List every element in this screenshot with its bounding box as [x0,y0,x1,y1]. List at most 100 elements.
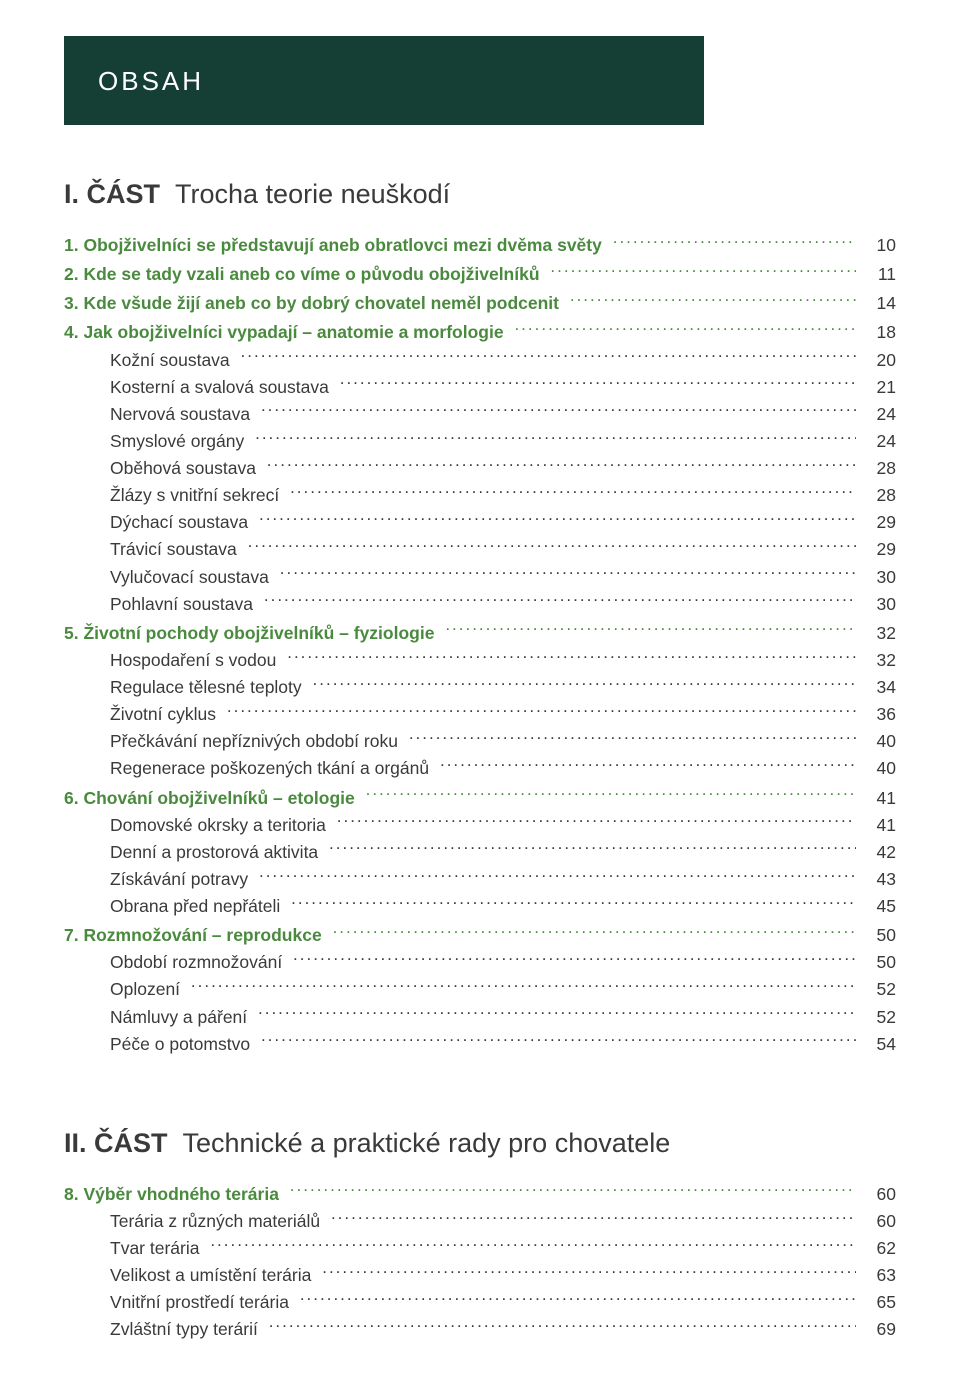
toc-subsection-row[interactable]: Trávicí soustava 29 [64,536,896,563]
toc-section-label: 5. Životní pochody obojživelníků – fyzio… [64,620,439,647]
toc-subsection-row[interactable]: Terária z různých materiálů 60 [64,1208,896,1235]
toc-subsection-row[interactable]: Hospodaření s vodou 32 [64,647,896,674]
toc-subsection-row[interactable]: Péče o potomstvo 54 [64,1031,896,1058]
toc-page-number: 52 [862,1004,896,1031]
toc-subsection-label: Oplození [110,976,185,1003]
toc-section-row[interactable]: 6. Chování obojživelníků – etologie 41 [64,785,896,812]
toc-page-number: 28 [862,482,896,509]
toc-page-number: 11 [862,261,896,288]
toc-subsection-row[interactable]: Přečkávání nepříznivých období roku 40 [64,728,896,755]
toc-subsection-row[interactable]: Velikost a umístění terária 63 [64,1262,896,1289]
toc-page-number: 60 [862,1208,896,1235]
toc-subsection-row[interactable]: Regulace tělesné teploty 34 [64,674,896,701]
toc-subsection-label: Přečkávání nepříznivých období roku [110,728,403,755]
toc-subsection-label: Domovské okrsky a teritoria [110,812,331,839]
toc-leader [261,402,856,420]
toc-subsection-row[interactable]: Dýchací soustava 29 [64,509,896,536]
toc-page-number: 24 [862,428,896,455]
toc-subsection-row[interactable]: Období rozmnožování 50 [64,949,896,976]
toc-subsection-label: Obrana před nepřáteli [110,893,285,920]
part-title: Trocha teorie neuškodí [160,179,450,209]
toc-subsection-row[interactable]: Nervová soustava 24 [64,401,896,428]
toc-page-number: 28 [862,455,896,482]
toc-subsection-row[interactable]: Kožní soustava 20 [64,347,896,374]
toc-page-number: 69 [862,1316,896,1343]
toc-subsection-row[interactable]: Námluvy a páření 52 [64,1004,896,1031]
toc-subsection-row[interactable]: Domovské okrsky a teritoria 41 [64,812,896,839]
toc-subsection-row[interactable]: Vnitřní prostředí terária 65 [64,1289,896,1316]
toc-subsection-row[interactable]: Regenerace poškozených tkání a orgánů 40 [64,755,896,782]
toc-leader [269,1318,856,1336]
toc-section-row[interactable]: 8. Výběr vhodného terária 60 [64,1181,896,1208]
toc-page-number: 40 [862,728,896,755]
toc-subsection-row[interactable]: Zvláštní typy terárií 69 [64,1316,896,1343]
toc-subsection-label: Smyslové orgány [110,428,249,455]
toc-section-label: 1. Obojživelníci se představují aneb obr… [64,232,607,259]
toc-subsection-row[interactable]: Žlázy s vnitřní sekrecí 28 [64,482,896,509]
toc-section-label: 7. Rozmnožování – reprodukce [64,922,327,949]
toc-subsection-label: Terária z různých materiálů [110,1208,325,1235]
toc-leader [267,457,856,475]
toc-subsection-row[interactable]: Tvar terária 62 [64,1235,896,1262]
toc-subsection-label: Kožní soustava [110,347,235,374]
toc-leader [259,511,856,529]
toc-page-number: 65 [862,1289,896,1316]
toc-section-row[interactable]: 2. Kde se tady vzali aneb co víme o půvo… [64,261,896,288]
toc-subsection-row[interactable]: Oběhová soustava 28 [64,455,896,482]
toc-leader [191,978,856,996]
toc-page-number: 29 [862,536,896,563]
toc-page-number: 41 [862,812,896,839]
toc-leader [227,703,856,721]
toc-subsection-row[interactable]: Životní cyklus 36 [64,701,896,728]
toc-subsection-row[interactable]: Pohlavní soustava 30 [64,591,896,618]
toc-subsection-row[interactable]: Denní a prostorová aktivita 42 [64,839,896,866]
toc-page-number: 42 [862,839,896,866]
toc-page-number: 50 [862,949,896,976]
toc-leader [291,895,856,913]
toc-subsection-row[interactable]: Smyslové orgány 24 [64,428,896,455]
toc-leader [322,1264,856,1282]
toc-page-number: 62 [862,1235,896,1262]
toc-page-number: 32 [862,647,896,674]
toc-page-number: 40 [862,755,896,782]
toc-subsection-row[interactable]: Kosterní a svalová soustava 21 [64,374,896,401]
toc-leader [300,1291,856,1309]
toc-leader [241,348,856,366]
toc-page-number: 10 [862,232,896,259]
toc-leader [331,1209,856,1227]
toc-page-number: 24 [862,401,896,428]
toc-page-number: 29 [862,509,896,536]
toc-page-number: 41 [862,785,896,812]
toc-subsection-row[interactable]: Vylučovací soustava 30 [64,564,896,591]
toc-subsection-label: Dýchací soustava [110,509,253,536]
toc-subsection-label: Oběhová soustava [110,455,261,482]
toc-subsection-row[interactable]: Obrana před nepřáteli 45 [64,893,896,920]
toc-leader [287,648,856,666]
toc-subsection-label: Hospodaření s vodou [110,647,281,674]
toc-leader [290,1182,856,1200]
toc-section-row[interactable]: 7. Rozmnožování – reprodukce 50 [64,922,896,949]
toc-section-row[interactable]: 4. Jak obojživelníci vypadají – anatomie… [64,319,896,346]
toc-section-row[interactable]: 5. Životní pochody obojživelníků – fyzio… [64,620,896,647]
toc-subsection-label: Regenerace poškozených tkání a orgánů [110,755,434,782]
toc-subsection-label: Vnitřní prostředí terária [110,1289,294,1316]
toc-subsection-label: Velikost a umístění terária [110,1262,316,1289]
toc-page-number: 52 [862,976,896,1003]
toc-leader [255,429,856,447]
toc-section-row[interactable]: 1. Obojživelníci se představují aneb obr… [64,232,896,259]
toc-subsection-row[interactable]: Oplození 52 [64,976,896,1003]
toc-leader [261,1032,856,1050]
toc-page-number: 20 [862,347,896,374]
toc-section-label: 8. Výběr vhodného terária [64,1181,284,1208]
toc-leader [329,840,856,858]
toc-section-row[interactable]: 3. Kde všude žijí aneb co by dobrý chova… [64,290,896,317]
toc-leader [210,1237,856,1255]
toc-page-number: 50 [862,922,896,949]
toc-page-number: 30 [862,564,896,591]
toc-leader [248,538,856,556]
toc-subsection-row[interactable]: Získávání potravy 43 [64,866,896,893]
toc-subsection-label: Životní cyklus [110,701,221,728]
toc-subsection-label: Péče o potomstvo [110,1031,255,1058]
toc-section-label: 6. Chování obojživelníků – etologie [64,785,360,812]
toc-page-number: 60 [862,1181,896,1208]
